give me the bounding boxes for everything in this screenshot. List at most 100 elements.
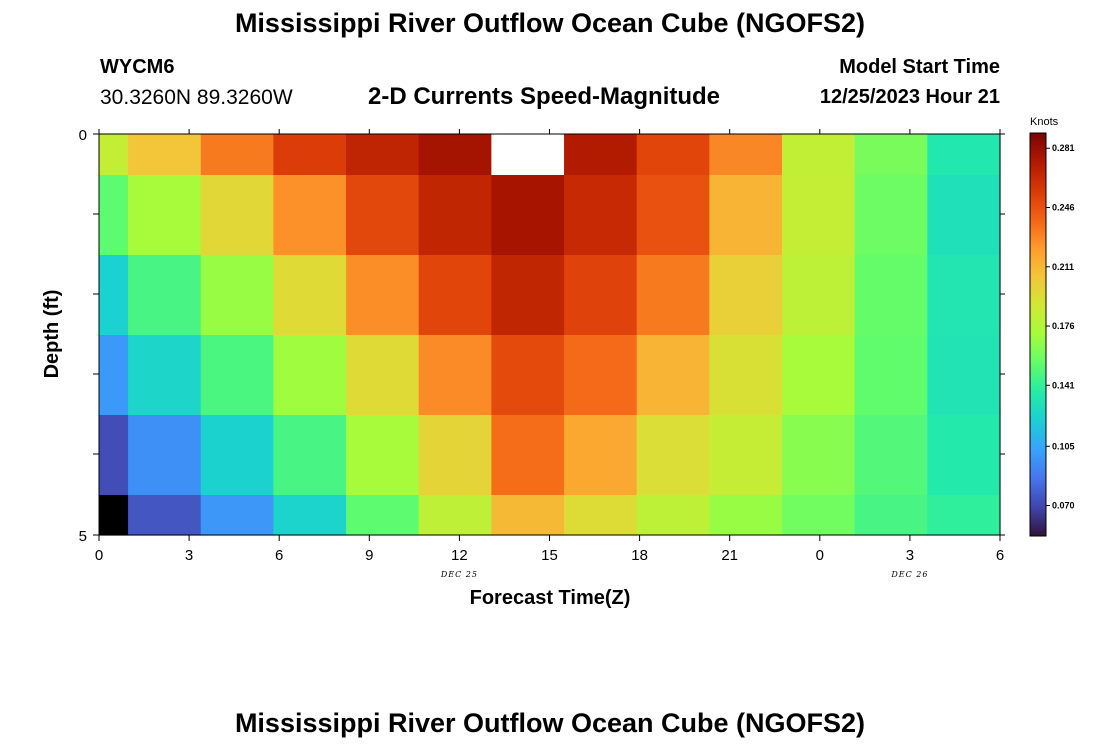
heatmap-cell xyxy=(854,134,928,176)
heatmap-cell xyxy=(782,415,856,496)
heatmap-cell xyxy=(927,495,1001,536)
footer-title: Mississippi River Outflow Ocean Cube (NG… xyxy=(234,708,866,738)
x-tick-label: 9 xyxy=(365,547,373,564)
heatmap-cell xyxy=(99,255,129,336)
heatmap-cell xyxy=(927,175,1001,256)
y-axis-title: Depth (ft) xyxy=(41,290,63,379)
heatmap-cell xyxy=(782,134,856,176)
heatmap-cell xyxy=(854,175,928,256)
station-coordinates: 30.3260N 89.3260W xyxy=(100,86,293,109)
heatmap-cell xyxy=(346,134,420,176)
heatmap-cell xyxy=(200,415,274,496)
x-tick-label: 18 xyxy=(631,547,648,564)
model-start-label: Model Start Time xyxy=(839,56,1000,78)
x-tick-label: 3 xyxy=(906,547,914,564)
page-title: Mississippi River Outflow Ocean Cube (NG… xyxy=(234,8,866,38)
x-tick-label: 12 xyxy=(451,547,468,564)
heatmap-cell xyxy=(491,134,565,176)
heatmap-cell xyxy=(346,335,420,416)
heatmap-cell xyxy=(346,255,420,336)
heatmap-cell xyxy=(709,335,783,416)
heatmap-cell xyxy=(636,335,710,416)
x-tick-label: 6 xyxy=(996,547,1004,564)
heatmap-cell xyxy=(636,495,710,536)
heatmap-cell xyxy=(200,175,274,256)
heatmap-cell xyxy=(854,415,928,496)
heatmap-cell xyxy=(273,495,347,536)
heatmap-cells xyxy=(99,134,1001,536)
heatmap-cell xyxy=(99,495,129,536)
heatmap-cell xyxy=(128,175,202,256)
heatmap-cell xyxy=(99,335,129,416)
x-tick-label: 0 xyxy=(95,547,103,564)
heatmap-cell xyxy=(346,495,420,536)
colorbar: Knots 0.281 0.246 0.211 0.176 0.141 0.105 0.07… xyxy=(1029,116,1075,537)
heatmap-cell xyxy=(636,255,710,336)
heatmap-cell xyxy=(273,415,347,496)
heatmap-cell xyxy=(273,134,347,176)
heatmap-cell xyxy=(709,255,783,336)
heatmap-cell xyxy=(491,335,565,416)
x-tick-label: 21 xyxy=(721,547,738,564)
heatmap-cell xyxy=(99,175,129,256)
heatmap-cell xyxy=(273,335,347,416)
x-tick-label: 3 xyxy=(185,547,193,564)
heatmap-cell xyxy=(200,134,274,176)
heatmap-cell xyxy=(854,255,928,336)
heatmap-cell xyxy=(564,134,638,176)
heatmap-cell xyxy=(564,495,638,536)
heatmap-cell xyxy=(927,415,1001,496)
heatmap-cell xyxy=(782,255,856,336)
heatmap-cell xyxy=(99,134,129,176)
heatmap-cell xyxy=(418,134,492,176)
colorbar-tick-label: 0.141 xyxy=(1052,380,1075,390)
heatmap-cell xyxy=(564,175,638,256)
heatmap-cell xyxy=(273,255,347,336)
heatmap-cell xyxy=(418,175,492,256)
heatmap-cell xyxy=(128,495,202,536)
model-start-value: 12/25/2023 Hour 21 xyxy=(819,86,1000,108)
colorbar-tick-label: 0.070 xyxy=(1052,501,1075,511)
heatmap-cell xyxy=(636,134,710,176)
heatmap-cell xyxy=(782,495,856,536)
heatmap-cell xyxy=(709,175,783,256)
heatmap-cell xyxy=(200,255,274,336)
colorbar-tick-label: 0.281 xyxy=(1052,143,1075,153)
heatmap-cell xyxy=(273,175,347,256)
station-id: WYCM6 xyxy=(100,56,175,78)
y-tick-label: 5 xyxy=(79,528,87,545)
heatmap-cell xyxy=(200,495,274,536)
colorbar-unit: Knots xyxy=(1030,116,1059,128)
heatmap-cell xyxy=(491,175,565,256)
y-axis: 05 xyxy=(79,127,1005,545)
colorbar-tick-label: 0.246 xyxy=(1052,203,1075,213)
heatmap-cell xyxy=(564,335,638,416)
heatmap-cell xyxy=(709,415,783,496)
x-axis-title: Forecast Time(Z) xyxy=(470,587,631,609)
heatmap-cell xyxy=(709,495,783,536)
heatmap-cell xyxy=(782,175,856,256)
heatmap-cell xyxy=(491,255,565,336)
heatmap-cell xyxy=(99,415,129,496)
heatmap-cell xyxy=(128,415,202,496)
heatmap-cell xyxy=(418,255,492,336)
x-axis: 0 3 6 9 12 15 18 21 0 3 6 DEC 25 DEC 26 xyxy=(95,129,1004,579)
heatmap-cell xyxy=(128,255,202,336)
heatmap-cell xyxy=(927,255,1001,336)
heatmap-cell xyxy=(346,175,420,256)
heatmap-cell xyxy=(564,255,638,336)
y-tick-label: 0 xyxy=(79,127,87,144)
heatmap-cell xyxy=(418,415,492,496)
heatmap-cell xyxy=(927,335,1001,416)
x-date-label: DEC 25 xyxy=(440,570,478,579)
heatmap-cell xyxy=(491,495,565,536)
heatmap-cell xyxy=(491,415,565,496)
x-tick-label: 15 xyxy=(541,547,558,564)
colorbar-tick-label: 0.211 xyxy=(1052,262,1074,272)
heatmap-cell xyxy=(854,495,928,536)
colorbar-tick-label: 0.105 xyxy=(1052,441,1075,451)
heatmap-cell xyxy=(636,415,710,496)
chart-subtitle: 2-D Currents Speed-Magnitude xyxy=(368,83,721,110)
x-tick-label: 6 xyxy=(275,547,283,564)
